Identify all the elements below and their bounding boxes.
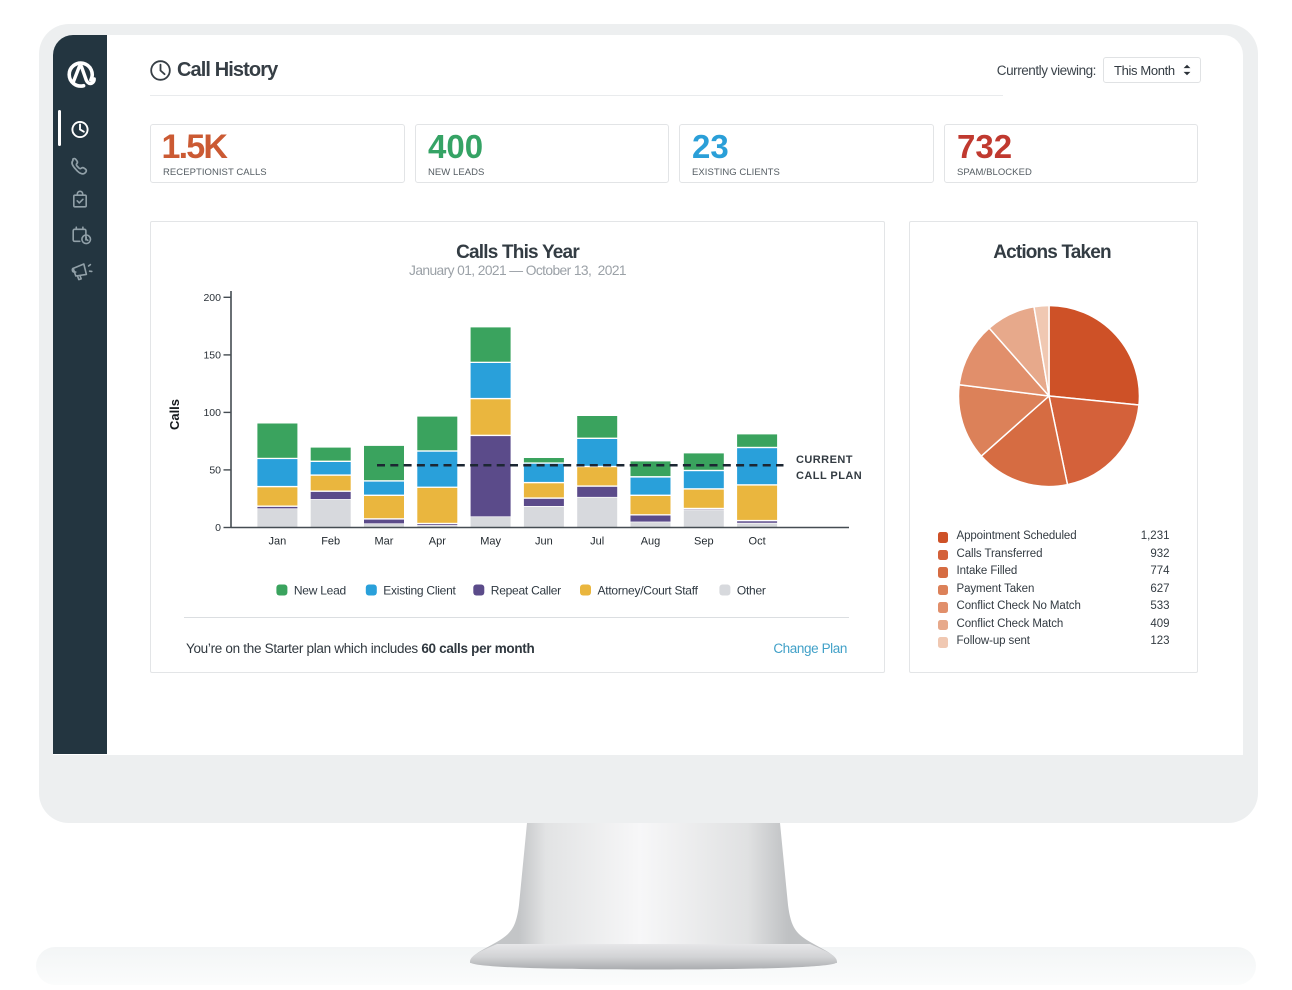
svg-text:0: 0 — [215, 522, 221, 534]
svg-text:Other: Other — [737, 583, 766, 597]
svg-text:Mar: Mar — [375, 536, 394, 548]
svg-text:Existing Client: Existing Client — [383, 583, 456, 597]
svg-text:Aug: Aug — [641, 536, 661, 548]
svg-text:Oct: Oct — [749, 536, 766, 548]
svg-text:Sep: Sep — [694, 536, 714, 548]
svg-text:Apr: Apr — [429, 536, 446, 548]
svg-text:Jun: Jun — [535, 536, 553, 548]
svg-text:Attorney/Court Staff: Attorney/Court Staff — [598, 583, 699, 597]
svg-text:New Lead: New Lead — [294, 583, 346, 597]
svg-text:Feb: Feb — [321, 536, 340, 548]
svg-text:Jul: Jul — [590, 536, 604, 548]
svg-text:CURRENT: CURRENT — [796, 454, 853, 466]
svg-text:May: May — [480, 536, 501, 548]
svg-text:Calls: Calls — [167, 399, 182, 430]
svg-text:100: 100 — [203, 407, 221, 419]
svg-text:50: 50 — [209, 465, 221, 477]
svg-text:CALL PLAN: CALL PLAN — [796, 470, 862, 482]
svg-text:Repeat Caller: Repeat Caller — [491, 583, 561, 597]
svg-text:150: 150 — [203, 350, 221, 362]
svg-text:Jan: Jan — [269, 536, 287, 548]
svg-text:200: 200 — [203, 292, 221, 304]
